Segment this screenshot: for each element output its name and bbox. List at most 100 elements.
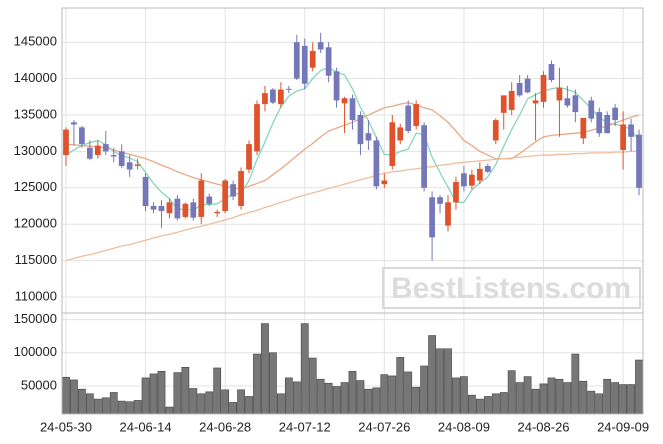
volume-bar [523,376,532,415]
candle-body [333,71,340,101]
candle-body [262,93,268,105]
candle-body [349,98,356,121]
volume-bar [93,398,102,415]
y-tick-label: 125000 [14,179,57,194]
candle-body [628,124,634,137]
volume-bar [261,323,269,415]
x-tick-label: 24-08-26 [517,419,569,434]
candle-body [596,112,603,134]
candle-body [484,165,491,172]
volume-bar [619,384,627,415]
volume-bar [491,393,500,415]
volume-bar [173,372,182,415]
volume-bar [245,396,253,415]
volume-bar [189,388,198,415]
candle-body [588,100,595,119]
candle-body [190,202,197,218]
volume-bar [205,391,214,415]
volume-bar [412,386,421,415]
volume-bar [237,389,245,415]
volume-bar [300,323,309,415]
volume-bar [380,374,389,415]
volume-bar [276,393,285,415]
volume-bar [253,353,261,415]
volume-bar [133,400,142,415]
volume-bar [292,381,301,415]
volume-bar [452,377,460,415]
candle-body [317,42,324,50]
volume-bar [555,378,564,415]
volume-bar [213,367,222,415]
candle-body [500,95,507,113]
volume-bar [165,406,174,415]
candle-body [110,155,117,157]
volume-bar [635,359,643,415]
candle-body [222,180,229,212]
volume-bar [460,376,468,415]
candle-body [620,124,626,150]
volume-bar [499,392,508,415]
candle-body [102,144,109,152]
candle-body [429,197,435,238]
volume-bar [101,397,110,415]
volume-bar [157,370,166,415]
candle-body [381,180,388,185]
candle-body [421,125,427,188]
candle-body [285,88,292,90]
candle-body [492,120,499,141]
volume-bar [62,376,70,415]
volume-bar [356,380,365,415]
x-tick-label: 24-07-12 [279,419,331,434]
volume-bar [563,382,572,415]
candle-body [118,151,125,166]
volume-bar [571,353,580,415]
candle-body [612,107,619,121]
volume-bar [316,378,325,415]
candle-body [309,50,316,68]
watermark: BestListens.com [391,272,631,305]
volume-bar [85,393,94,415]
candle-body [516,82,523,96]
volume-bar [483,396,492,415]
volume-bar [539,383,548,415]
candle-body [508,90,515,110]
candle-body [79,127,85,145]
x-tick-label: 24-09-09 [597,419,649,434]
volume-bar [269,352,277,415]
candle-body [389,122,396,166]
candle-body [166,202,173,214]
volume-bar [324,382,333,415]
watermark-box [382,267,641,309]
candle-body [564,98,571,106]
candle-body [246,144,252,170]
candle-body [365,133,372,141]
volume-bar [515,382,524,415]
y-tick-label: 100000 [14,344,57,359]
candle-body [86,147,93,159]
volume-bar [181,367,190,415]
volume-bar [109,392,118,415]
y-tick-label: 120000 [14,216,57,231]
volume-bar [404,371,413,415]
volume-bar [78,388,86,415]
candle-body [174,198,181,219]
volume-bar [388,375,397,415]
volume-bar [444,348,452,415]
volume-bar [428,335,436,415]
candle-body [604,115,611,134]
x-tick-label: 24-08-09 [438,419,490,434]
volume-bar [420,365,429,415]
candle-body [238,171,244,206]
volume-bar [547,377,556,415]
volume-bar [149,373,158,415]
candle-body [214,211,221,214]
candle-body [397,127,404,141]
volume-bar [308,357,317,415]
volume-bar [332,386,341,415]
candle-body [71,122,77,125]
y-tick-label: 50000 [21,377,57,392]
volume-bar [507,370,516,415]
candle-body [182,203,189,217]
candle-body [572,95,579,113]
